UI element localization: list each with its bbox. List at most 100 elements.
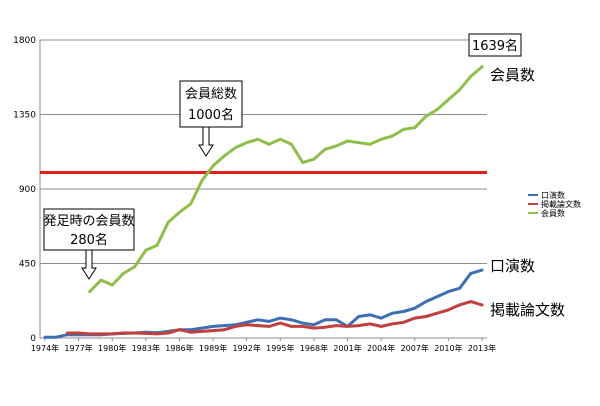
- data-point-s0-1990年: [222, 324, 226, 327]
- data-point-s2-1987年: [189, 202, 193, 206]
- callout-founding-members-title: 発足時の会員数: [43, 214, 134, 229]
- callout-founding-members: 発足時の会員数 280名: [43, 208, 135, 280]
- data-point-s1-2013年: [480, 303, 484, 307]
- axis-layer: 0 450 900 1350 1800 1974年 1977年 1980年 1983年 1986年…: [13, 36, 496, 353]
- data-point-s1-2012年: [469, 300, 473, 303]
- data-point-s2-2009年: [435, 108, 439, 111]
- data-point-s2-1991年: [234, 146, 237, 150]
- data-point-s0-2012年: [469, 272, 473, 275]
- x-tick-label-1995年: 1995年: [266, 343, 294, 353]
- data-point-s1-1981年: [122, 331, 125, 335]
- data-point-s0-1987年: [189, 328, 193, 332]
- data-point-s0-2008年: [424, 300, 428, 303]
- data-point-s0-2006年: [402, 310, 405, 313]
- data-point-s2-2005年: [391, 134, 394, 138]
- series-label-members: 会員数: [490, 66, 535, 84]
- data-point-s2-1998年: [312, 157, 316, 161]
- data-point-s2-1995年: [278, 137, 282, 141]
- data-point-s1-1996年: [290, 325, 293, 328]
- data-point-s1-2001年: [346, 325, 349, 328]
- series-1: [65, 300, 484, 336]
- data-point-s1-1999年: [323, 325, 327, 329]
- series-2: [88, 65, 484, 294]
- data-point-s1-2000年: [334, 324, 338, 327]
- data-point-s2-1978年: [88, 290, 92, 293]
- y-tick-label-1350: 1350: [13, 111, 36, 121]
- data-point-s0-1998年: [312, 323, 316, 327]
- legend-label-0: 口演数: [541, 190, 565, 200]
- grid-layer: [40, 39, 487, 264]
- data-point-s1-1993年: [256, 324, 260, 327]
- x-tick-label-2004年: 2004年: [367, 343, 395, 353]
- data-point-s2-1984年: [155, 243, 159, 247]
- x-tick-label-2001年: 2001年: [333, 343, 361, 353]
- data-point-s1-2011年: [458, 303, 461, 307]
- data-point-s2-1989年: [211, 164, 215, 168]
- data-point-s0-1996年: [290, 318, 293, 322]
- data-point-s0-1999年: [323, 318, 327, 322]
- data-point-s0-1988年: [200, 326, 204, 330]
- data-point-s0-2011年: [458, 286, 461, 290]
- data-point-s1-1986年: [178, 328, 181, 332]
- data-point-s2-2004年: [379, 137, 383, 141]
- data-point-s2-2002年: [357, 141, 361, 145]
- data-point-s0-1993年: [256, 318, 260, 322]
- x-tick-label-1986年: 1986年: [165, 343, 193, 353]
- callout-membership-line: 会員総数 1000名: [179, 80, 243, 157]
- data-point-s2-2011年: [458, 88, 461, 92]
- data-point-s1-1992年: [245, 323, 249, 327]
- data-point-s1-1998年: [312, 326, 316, 330]
- legend-label-1: 掲載論文数: [541, 199, 581, 209]
- data-point-s1-1997年: [301, 325, 305, 328]
- x-tick-label-1989年: 1989年: [199, 343, 227, 353]
- y-tick-label-900: 900: [19, 185, 36, 195]
- data-point-s2-1990年: [222, 154, 226, 158]
- data-point-s1-2007年: [413, 316, 417, 320]
- data-point-s2-2003年: [368, 142, 372, 146]
- data-point-s1-1995年: [278, 321, 282, 325]
- series-label-papers: 掲載論文数: [490, 301, 565, 319]
- y-tick-label-1800: 1800: [13, 36, 36, 46]
- data-point-s1-1979年: [99, 332, 103, 336]
- data-point-s2-1999年: [323, 147, 327, 151]
- data-point-s2-1988年: [200, 179, 204, 183]
- data-point-s2-2013年: [480, 65, 484, 69]
- data-point-s2-1985年: [166, 220, 170, 224]
- callout-membership-line-value: 1000名: [188, 107, 234, 123]
- data-point-s2-2010年: [447, 98, 450, 101]
- data-point-s0-1975年: [54, 335, 58, 339]
- data-point-s2-2006年: [402, 127, 405, 131]
- callout-membership-line-title: 会員総数: [185, 87, 237, 102]
- data-point-s1-1984年: [155, 332, 159, 336]
- data-point-s2-1980年: [110, 283, 114, 287]
- data-point-s0-2007年: [413, 306, 417, 310]
- data-point-s0-2004年: [379, 316, 383, 320]
- data-point-s0-1997年: [301, 321, 305, 325]
- data-point-s2-2008年: [424, 114, 428, 118]
- data-point-s0-1992年: [245, 320, 249, 324]
- data-point-s1-2006年: [402, 320, 405, 324]
- data-point-s0-2005年: [391, 311, 394, 315]
- data-point-s1-1977年: [77, 331, 80, 335]
- data-point-s0-1994年: [267, 320, 271, 323]
- data-point-s2-2001年: [346, 139, 349, 143]
- data-point-s2-1986年: [178, 210, 181, 214]
- data-point-s1-1980年: [110, 332, 114, 336]
- data-point-s0-2010年: [447, 290, 450, 293]
- data-point-s1-1994年: [267, 325, 271, 328]
- data-point-s1-2004年: [379, 325, 383, 328]
- x-tick-label-2013年: 2013年: [468, 343, 496, 353]
- series-layer: [43, 65, 484, 339]
- callout-membership-line-box: [179, 80, 243, 128]
- callout-founding-members-arrow: [81, 249, 97, 280]
- data-point-s1-2002年: [357, 324, 361, 327]
- series-line-1: [65, 300, 484, 336]
- data-point-s0-1995年: [278, 316, 282, 320]
- data-point-s2-2000年: [334, 144, 338, 148]
- legend-label-2: 会員数: [541, 208, 565, 218]
- data-point-s0-2000年: [334, 318, 338, 322]
- callout-latest-members: 1639名: [468, 33, 522, 57]
- data-point-s2-1979年: [99, 278, 103, 282]
